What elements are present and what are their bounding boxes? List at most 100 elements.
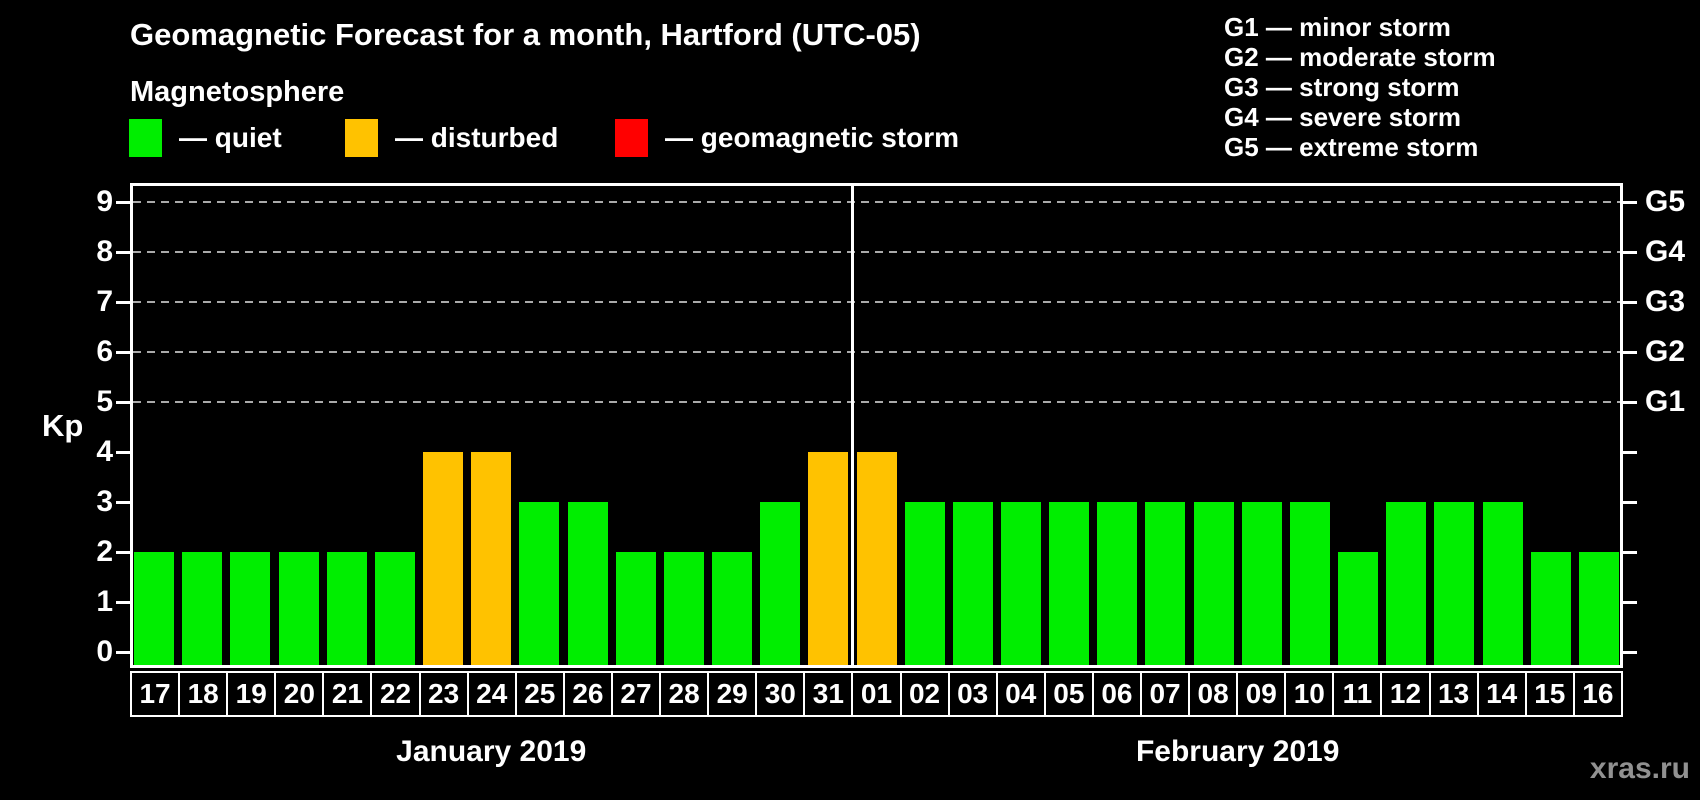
kp-bar-day-13 — [1434, 502, 1475, 665]
legend-item-storm: — geomagnetic storm — [615, 119, 959, 157]
chart-title: Geomagnetic Forecast for a month, Hartfo… — [130, 17, 921, 52]
y-tick-label-7: 7 — [96, 285, 113, 318]
day-cell-29: 29 — [707, 671, 758, 717]
y-tick-label-1: 1 — [96, 585, 113, 618]
kp-bar-day-19 — [230, 552, 271, 665]
day-cell-04: 04 — [995, 671, 1046, 717]
y-axis-tick-right — [1623, 401, 1637, 404]
y-tick-label-8: 8 — [96, 235, 113, 268]
kp-bar-day-29 — [712, 552, 753, 665]
y-axis-tick-right — [1623, 551, 1637, 554]
magnetosphere-label: Magnetosphere — [130, 76, 345, 108]
y-axis-tick-left — [116, 601, 130, 604]
day-cell-28: 28 — [659, 671, 710, 717]
day-axis-row: 17 18 19 20 21 22 23 24 25 26 27 28 29 30 31 01 02 03 04 05… — [130, 671, 1623, 717]
y-tick-label-5: 5 — [96, 385, 113, 418]
day-cell-02: 02 — [899, 671, 950, 717]
day-cell-27: 27 — [610, 671, 662, 717]
day-cell-11: 11 — [1332, 671, 1383, 717]
legend-swatch-disturbed — [345, 119, 378, 157]
kp-bar-day-27 — [615, 552, 656, 665]
kp-bar-day-15 — [1530, 552, 1571, 665]
kp-bar-day-28 — [663, 552, 704, 665]
y-axis-tick-right — [1623, 201, 1637, 204]
y-axis-tick-right — [1623, 601, 1637, 604]
y-axis-tick-left — [116, 301, 130, 304]
gridline-kp6 — [133, 351, 1620, 353]
day-cell-07: 07 — [1139, 671, 1191, 717]
day-cell-22: 22 — [370, 671, 421, 717]
y-axis-tick-right — [1623, 451, 1637, 454]
day-cell-03: 03 — [947, 671, 998, 717]
day-cell-09: 09 — [1236, 671, 1287, 717]
day-cell-26: 26 — [562, 671, 613, 717]
storm-scale-line-3: G3 — strong storm — [1224, 72, 1460, 102]
gridline-kp8 — [133, 251, 1620, 253]
legend-swatch-storm — [615, 119, 648, 157]
y-axis-tick-left — [116, 351, 130, 354]
kp-bar-day-24 — [471, 452, 512, 665]
right-axis-label-g1: G1 — [1645, 385, 1686, 418]
month-label-0: January 2019 — [396, 735, 587, 768]
kp-bar-day-04 — [1000, 502, 1041, 665]
kp-bar-day-21 — [326, 552, 367, 665]
right-axis-label-g4: G4 — [1645, 235, 1686, 268]
day-cell-10: 10 — [1284, 671, 1335, 717]
month-divider — [851, 186, 855, 665]
day-cell-14: 14 — [1476, 671, 1527, 717]
day-cell-30: 30 — [755, 671, 806, 717]
kp-bar-day-10 — [1289, 502, 1330, 665]
kp-bar-day-30 — [760, 502, 801, 665]
y-axis-tick-left — [116, 401, 130, 404]
kp-bar-day-08 — [1193, 502, 1234, 665]
day-cell-16: 16 — [1572, 671, 1623, 717]
kp-bar-day-03 — [952, 502, 993, 665]
kp-bar-day-26 — [567, 502, 608, 665]
gridline-kp5 — [133, 401, 1620, 403]
day-cell-15: 15 — [1524, 671, 1575, 717]
storm-scale-line-1: G1 — minor storm — [1224, 12, 1451, 42]
kp-bar-day-14 — [1482, 502, 1523, 665]
y-axis-tick-right — [1623, 501, 1637, 504]
kp-bar-day-07 — [1145, 502, 1186, 665]
month-label-1: February 2019 — [1135, 735, 1340, 768]
day-cell-20: 20 — [274, 671, 325, 717]
kp-bar-day-05 — [1049, 502, 1090, 665]
y-tick-label-9: 9 — [96, 185, 113, 218]
y-axis-tick-left — [116, 451, 130, 454]
day-cell-23: 23 — [418, 671, 469, 717]
watermark: xras.ru — [1589, 752, 1690, 785]
y-axis-tick-right — [1623, 351, 1637, 354]
kp-bar-day-12 — [1386, 502, 1427, 665]
kp-bar-day-23 — [423, 452, 464, 665]
day-cell-31: 31 — [803, 671, 854, 717]
y-axis-tick-left — [116, 651, 130, 654]
day-cell-19: 19 — [226, 671, 277, 717]
kp-bar-day-18 — [182, 552, 223, 665]
kp-bar-day-09 — [1241, 502, 1282, 665]
day-cell-21: 21 — [322, 671, 373, 717]
day-cell-08: 08 — [1188, 671, 1239, 717]
storm-scale-line-4: G4 — severe storm — [1224, 102, 1462, 132]
plot-area — [130, 183, 1623, 668]
storm-scale-line-5: G5 — extreme storm — [1224, 132, 1479, 162]
storm-scale-line-2: G2 — moderate storm — [1224, 42, 1496, 72]
day-cell-05: 05 — [1043, 671, 1094, 717]
legend-label-storm: — geomagnetic storm — [665, 122, 960, 153]
right-axis-label-g2: G2 — [1645, 335, 1686, 368]
day-cell-12: 12 — [1380, 671, 1431, 717]
kp-bar-day-17 — [134, 552, 175, 665]
y-tick-label-3: 3 — [96, 485, 113, 518]
y-axis-tick-left — [116, 201, 130, 204]
day-cell-18: 18 — [178, 671, 229, 717]
y-axis-tick-right — [1623, 651, 1637, 654]
y-tick-label-6: 6 — [96, 335, 113, 368]
legend-item-disturbed: — disturbed — [345, 119, 558, 157]
right-axis-label-g5: G5 — [1645, 185, 1686, 218]
y-axis-tick-left — [116, 501, 130, 504]
y-tick-label-0: 0 — [96, 635, 113, 668]
y-tick-label-2: 2 — [96, 535, 113, 568]
day-cell-06: 06 — [1091, 671, 1142, 717]
kp-bar-day-20 — [278, 552, 319, 665]
